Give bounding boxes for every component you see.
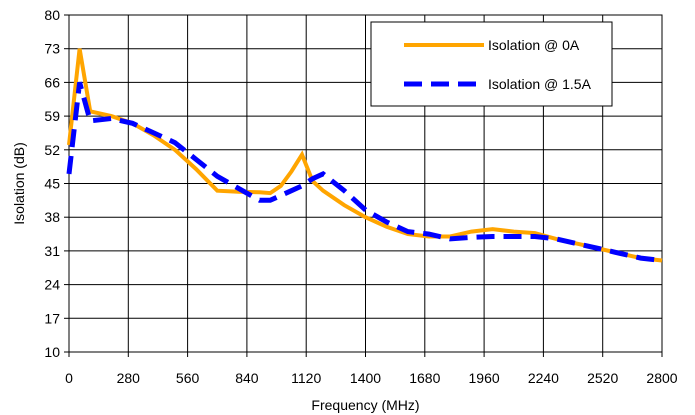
- x-tick-label: 2520: [587, 370, 618, 386]
- x-tick-label: 1400: [350, 370, 381, 386]
- y-tick-label: 31: [44, 243, 60, 259]
- x-tick-label: 280: [117, 370, 141, 386]
- x-axis-title: Frequency (MHz): [311, 397, 419, 413]
- x-tick-label: 560: [176, 370, 200, 386]
- y-axis-title: Isolation (dB): [11, 142, 27, 224]
- x-tick-label: 1680: [409, 370, 440, 386]
- x-tick-label: 0: [65, 370, 73, 386]
- x-tick-label: 1960: [469, 370, 500, 386]
- y-tick-label: 17: [44, 310, 60, 326]
- legend: Isolation @ 0A Isolation @ 1.5A: [370, 21, 613, 107]
- y-tick-label: 24: [44, 277, 60, 293]
- y-tick-label: 80: [44, 7, 60, 23]
- series-line-1: [66, 81, 663, 263]
- y-tick-label: 10: [44, 344, 60, 360]
- legend-label-isolation-0a: Isolation @ 0A: [488, 37, 580, 53]
- series-layer: [66, 48, 663, 263]
- y-tick-label: 73: [44, 41, 60, 57]
- legend-label-isolation-1-5a: Isolation @ 1.5A: [488, 76, 592, 92]
- y-tick-label: 38: [44, 209, 60, 225]
- series-line-0: [67, 48, 663, 263]
- y-tick-label: 45: [44, 176, 60, 192]
- x-tick-label: 1120: [291, 370, 321, 386]
- y-tick-label: 52: [44, 142, 60, 158]
- x-tick-label: 840: [235, 370, 259, 386]
- tick-layer: 0 280 560 840 1120 1400 1680 1960 2240 2520 2800 10…: [44, 7, 677, 386]
- x-tick-label: 2800: [646, 370, 677, 386]
- y-tick-label: 66: [44, 74, 60, 90]
- legend-box: [370, 21, 613, 107]
- x-tick-label: 2240: [528, 370, 559, 386]
- y-tick-label: 59: [44, 108, 60, 124]
